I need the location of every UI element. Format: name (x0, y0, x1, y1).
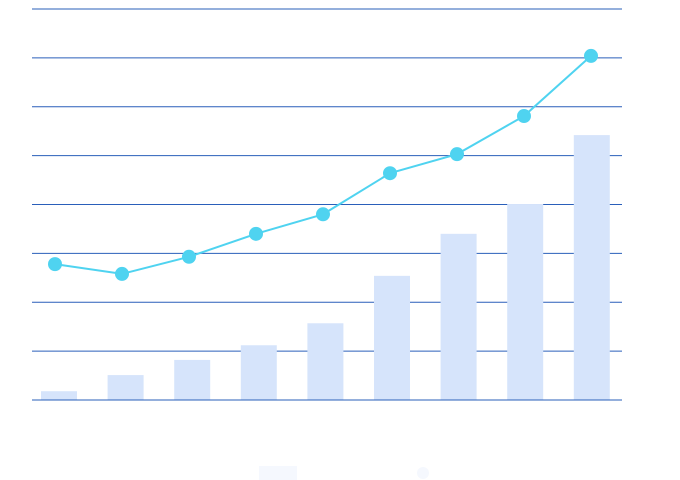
legend-bar-swatch[interactable] (259, 466, 297, 480)
line-point[interactable] (182, 249, 196, 264)
legend[interactable] (259, 466, 429, 480)
line-point[interactable] (249, 226, 263, 241)
bar[interactable] (174, 359, 211, 400)
line-point[interactable] (115, 266, 129, 281)
line-point[interactable] (584, 48, 598, 63)
bar[interactable] (440, 233, 477, 400)
line-point[interactable] (316, 207, 330, 222)
line-series (48, 48, 598, 281)
line-point[interactable] (517, 109, 531, 124)
gridlines (32, 8, 622, 401)
bar[interactable] (41, 391, 77, 400)
bar[interactable] (507, 204, 544, 400)
line-point[interactable] (48, 257, 62, 272)
bar-series (32, 135, 622, 401)
legend-line-swatch[interactable] (417, 467, 429, 479)
bar[interactable] (107, 375, 144, 400)
line-point[interactable] (383, 166, 397, 181)
bar[interactable] (374, 275, 410, 400)
bar[interactable] (307, 323, 344, 400)
bar[interactable] (573, 135, 610, 400)
bar[interactable] (240, 345, 277, 400)
line-point[interactable] (450, 147, 464, 162)
